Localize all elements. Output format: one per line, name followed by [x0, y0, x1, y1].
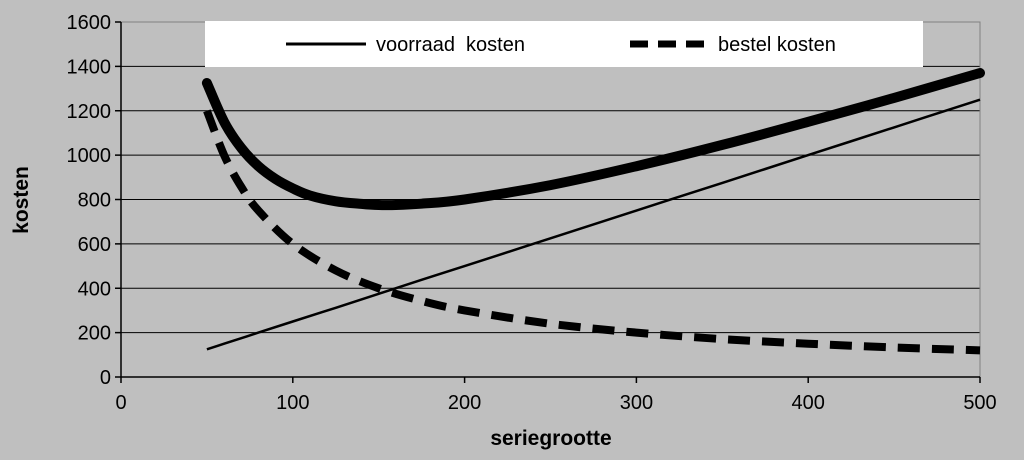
y-tick-label-1: 200 — [78, 323, 111, 345]
axes — [115, 21, 981, 383]
x-tick-label-2: 200 — [448, 392, 481, 414]
y-tick-label-3: 600 — [78, 234, 111, 256]
x-tick-label-4: 400 — [792, 392, 825, 414]
y-tick-label-4: 800 — [78, 190, 111, 212]
series-bestel-kosten — [203, 109, 981, 355]
x-tick-label-0: 0 — [115, 392, 126, 414]
y-axis-title: kosten — [10, 166, 33, 234]
legend-label-bestel: bestel kosten — [718, 34, 836, 56]
y-tick-label-5: 1000 — [67, 145, 112, 167]
y-tick-label-7: 1400 — [67, 56, 112, 78]
y-tick-label-8: 1600 — [67, 12, 112, 34]
x-tick-label-3: 300 — [620, 392, 653, 414]
legend-label-voorraad: voorraad kosten — [376, 34, 525, 56]
legend: voorraad kosten bestel kosten — [205, 21, 923, 67]
y-tick-label-6: 1200 — [67, 101, 112, 123]
tick-labels: 0 200 400 600 800 1000 1200 1400 1600 0 100 200 300 4… — [67, 12, 997, 414]
series-totale-kosten — [201, 68, 985, 211]
y-tick-label-0: 0 — [100, 367, 111, 389]
y-tick-label-2: 400 — [78, 278, 111, 300]
series-lines — [201, 68, 985, 355]
x-axis-title: seriegrootte — [490, 427, 611, 450]
x-tick-label-1: 100 — [276, 392, 309, 414]
series-voorraad-kosten — [206, 98, 981, 351]
x-tick-label-5: 500 — [963, 392, 996, 414]
